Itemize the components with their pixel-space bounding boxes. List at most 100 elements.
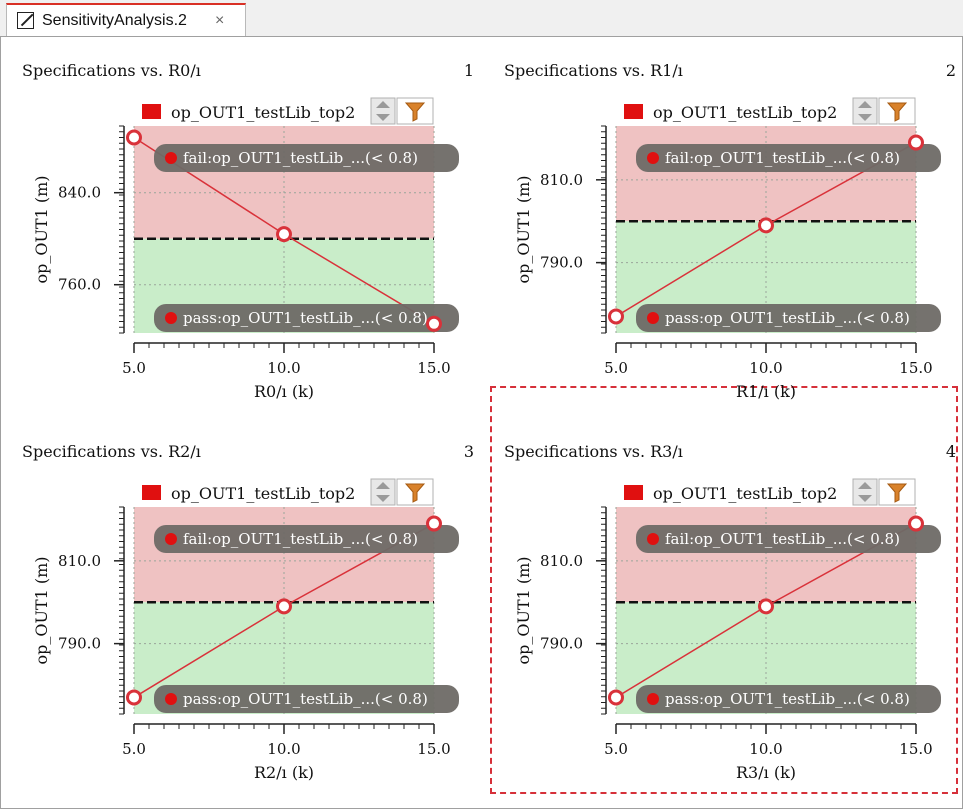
pill-label: fail:op_OUT1_testLib_...(< 0.8) (665, 530, 900, 548)
funnel-icon (404, 102, 426, 122)
spinner-down-icon (376, 495, 390, 502)
y-tick-label: 810.0 (58, 552, 101, 570)
x-tick-label: 15.0 (417, 359, 450, 377)
spinner-up-icon (376, 482, 390, 489)
pill-label: fail:op_OUT1_testLib_...(< 0.8) (183, 149, 418, 167)
plot-title: Specifications vs. R3/ı (504, 442, 683, 461)
data-point[interactable] (126, 689, 142, 706)
filter-icon[interactable] (396, 97, 434, 125)
spinner-up-icon (858, 482, 872, 489)
plot-index: 1 (464, 61, 474, 80)
legend-swatch (142, 104, 161, 119)
filter-icon[interactable] (396, 478, 434, 506)
pill-dot (647, 312, 659, 324)
x-axis-label: R3/ı (k) (736, 763, 796, 782)
y-tick-label: 790.0 (540, 254, 583, 272)
x-tick-label: 15.0 (899, 740, 932, 758)
pass-spec-label[interactable]: pass:op_OUT1_testLib_...(< 0.8) (636, 685, 941, 713)
tab-strip: SensitivityAnalysis.2 × (0, 0, 963, 36)
chart-panel-2[interactable]: Specifications vs. R1/ı 2 op_OUT1_testLib_… (504, 61, 956, 401)
fail-spec-label[interactable]: fail:op_OUT1_testLib_...(< 0.8) (636, 525, 941, 553)
pass-spec-label[interactable]: pass:op_OUT1_testLib_...(< 0.8) (154, 685, 459, 713)
legend-label: op_OUT1_testLib_top2 (653, 103, 837, 122)
spinner-up-icon (858, 101, 872, 108)
x-tick-label: 5.0 (122, 740, 146, 758)
y-tick-label: 810.0 (540, 171, 583, 189)
spinner-down-icon (858, 495, 872, 502)
x-tick-label: 15.0 (417, 740, 450, 758)
filter-icon[interactable] (878, 97, 916, 125)
tab-sensitivity-analysis[interactable]: SensitivityAnalysis.2 × (6, 3, 246, 36)
spinner-down-icon (858, 114, 872, 121)
chart-panel-3[interactable]: Specifications vs. R2/ı 3 op_OUT1_testLib_… (22, 442, 474, 782)
legend-label: op_OUT1_testLib_top2 (171, 103, 355, 122)
filter-icon[interactable] (878, 478, 916, 506)
plot-icon (17, 12, 34, 29)
pill-dot (165, 312, 177, 324)
pill-label: pass:op_OUT1_testLib_...(< 0.8) (665, 690, 910, 708)
pill-label: fail:op_OUT1_testLib_...(< 0.8) (183, 530, 418, 548)
data-point[interactable] (276, 598, 292, 615)
data-point[interactable] (426, 315, 442, 332)
chart-panel-4[interactable]: Specifications vs. R3/ı 4 op_OUT1_testLib_… (504, 442, 956, 782)
data-point[interactable] (908, 134, 924, 151)
x-tick-label: 5.0 (604, 359, 628, 377)
x-tick-label: 5.0 (604, 740, 628, 758)
pass-spec-label[interactable]: pass:op_OUT1_testLib_...(< 0.8) (636, 304, 941, 332)
x-axis-label: R0/ı (k) (254, 382, 314, 401)
legend-spinner-icon[interactable] (852, 478, 878, 506)
x-axis-label: R2/ı (k) (254, 763, 314, 782)
pill-background (636, 685, 941, 713)
x-axis-label: R1/ı (k) (736, 382, 796, 401)
tab-title: SensitivityAnalysis.2 (42, 11, 187, 29)
x-tick-label: 10.0 (267, 740, 300, 758)
close-icon[interactable]: × (214, 11, 225, 29)
pill-label: pass:op_OUT1_testLib_...(< 0.8) (665, 309, 910, 327)
pill-dot (647, 693, 659, 705)
legend-spinner-icon[interactable] (370, 97, 396, 125)
x-tick-label: 10.0 (749, 740, 782, 758)
pill-label: pass:op_OUT1_testLib_...(< 0.8) (183, 309, 428, 327)
plot-title: Specifications vs. R0/ı (22, 61, 201, 80)
y-axis-label: op_OUT1 (m) (32, 556, 51, 664)
pill-background (154, 304, 459, 332)
plot-index: 3 (464, 442, 474, 461)
data-point[interactable] (608, 308, 624, 325)
fail-spec-label[interactable]: fail:op_OUT1_testLib_...(< 0.8) (636, 144, 941, 172)
pill-background (154, 685, 459, 713)
y-tick-label: 760.0 (58, 276, 101, 294)
funnel-icon (886, 483, 908, 503)
pill-dot (647, 533, 659, 545)
y-tick-label: 840.0 (58, 184, 101, 202)
pill-background (154, 144, 459, 172)
x-tick-label: 15.0 (899, 359, 932, 377)
pass-spec-label[interactable]: pass:op_OUT1_testLib_...(< 0.8) (154, 304, 459, 332)
data-point[interactable] (758, 598, 774, 615)
chart-panel-1[interactable]: Specifications vs. R0/ı 1 op_OUT1_testLib_… (22, 61, 474, 401)
fail-spec-label[interactable]: fail:op_OUT1_testLib_...(< 0.8) (154, 144, 459, 172)
pill-background (636, 144, 941, 172)
pill-dot (165, 533, 177, 545)
pill-background (636, 304, 941, 332)
fail-spec-label[interactable]: fail:op_OUT1_testLib_...(< 0.8) (154, 525, 459, 553)
data-point[interactable] (126, 129, 142, 146)
legend-spinner-icon[interactable] (852, 97, 878, 125)
plot-title: Specifications vs. R1/ı (504, 61, 683, 80)
legend-label: op_OUT1_testLib_top2 (171, 484, 355, 503)
data-point[interactable] (908, 515, 924, 532)
pill-label: pass:op_OUT1_testLib_...(< 0.8) (183, 690, 428, 708)
y-tick-label: 790.0 (540, 635, 583, 653)
funnel-icon (404, 483, 426, 503)
data-point[interactable] (426, 515, 442, 532)
legend-spinner-icon[interactable] (370, 478, 396, 506)
data-point[interactable] (608, 689, 624, 706)
spinner-down-icon (376, 114, 390, 121)
data-point[interactable] (758, 217, 774, 234)
plot-index: 4 (946, 442, 956, 461)
x-tick-label: 5.0 (122, 359, 146, 377)
plot-index: 2 (946, 61, 956, 80)
y-axis-label: op_OUT1 (m) (514, 175, 533, 283)
spinner-up-icon (376, 101, 390, 108)
data-point[interactable] (276, 226, 292, 243)
y-axis-label: op_OUT1 (m) (32, 175, 51, 283)
